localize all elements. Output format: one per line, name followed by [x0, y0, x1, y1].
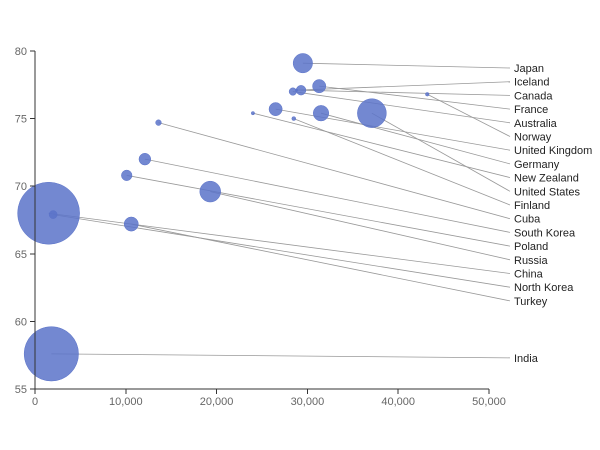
bubble-cuba	[155, 119, 162, 126]
country-labels: JapanIcelandCanadaFranceAustraliaNorwayU…	[514, 63, 592, 365]
label-cuba: Cuba	[514, 214, 541, 226]
bubble-russia	[199, 180, 221, 203]
label-new-zealand: New Zealand	[514, 173, 579, 185]
leader-norway	[427, 93, 511, 137]
y-tick-label: 55	[15, 384, 27, 396]
y-tick-label: 75	[15, 114, 27, 126]
bubble-australia	[288, 87, 297, 96]
y-axis-ticks: 55 60 65 70 75 80	[15, 46, 35, 396]
y-tick-label: 70	[15, 181, 27, 193]
bubble-turkey	[123, 216, 139, 232]
x-tick-label: 20,000	[200, 396, 234, 408]
leader-france	[319, 85, 511, 110]
bubble-norway	[425, 92, 430, 97]
label-finland: Finland	[514, 200, 550, 212]
bubbles	[17, 53, 430, 382]
x-tick-label: 10,000	[109, 396, 143, 408]
label-australia: Australia	[514, 118, 558, 130]
leader-iceland	[296, 81, 511, 91]
leader-germany	[320, 112, 511, 165]
x-tick-label: 0	[32, 396, 38, 408]
label-canada: Canada	[514, 90, 553, 102]
label-russia: Russia	[514, 255, 549, 267]
label-iceland: Iceland	[514, 77, 549, 89]
leader-united-states	[371, 112, 511, 192]
bubble-north-korea	[48, 210, 58, 219]
bubble-poland	[121, 169, 133, 181]
leader-lines	[48, 62, 511, 359]
bubble-new-zealand	[250, 111, 255, 116]
x-axis-ticks: 0 10,000 20,000 30,000 40,000 50,000	[32, 389, 506, 408]
leader-russia	[210, 191, 511, 261]
bubble-germany	[312, 105, 330, 122]
label-poland: Poland	[514, 241, 548, 253]
leader-turkey	[131, 223, 511, 302]
bubble-united-states	[357, 98, 387, 128]
label-france: France	[514, 104, 548, 116]
bubble-france	[312, 79, 327, 94]
y-tick-label: 60	[15, 316, 27, 328]
label-north-korea: North Korea	[514, 282, 574, 294]
bubble-united-kingdom	[268, 102, 283, 116]
label-south-korea: South Korea	[514, 227, 576, 239]
bubble-finland	[291, 116, 296, 121]
leader-poland	[126, 174, 511, 247]
label-china: China	[514, 269, 544, 281]
label-united-states: United States	[514, 186, 581, 198]
leader-cuba	[158, 122, 511, 220]
x-tick-label: 30,000	[291, 396, 325, 408]
leader-canada	[301, 89, 511, 96]
leader-india	[51, 353, 511, 359]
bubble-iceland	[294, 88, 299, 92]
leader-japan	[302, 62, 511, 69]
label-united-kingdom: United Kingdom	[514, 145, 592, 157]
leader-south-korea	[144, 158, 511, 233]
bubble-japan	[292, 53, 313, 74]
y-tick-label: 80	[15, 46, 27, 58]
x-tick-label: 40,000	[381, 396, 415, 408]
leader-china	[48, 212, 511, 274]
label-turkey: Turkey	[514, 296, 548, 308]
axes: 0 10,000 20,000 30,000 40,000 50,000 55 60 65 70…	[15, 46, 506, 408]
label-india: India	[514, 353, 539, 365]
leader-north-korea	[53, 214, 511, 288]
bubble-india	[23, 326, 79, 382]
bubble-china	[17, 181, 80, 245]
label-norway: Norway	[514, 132, 552, 144]
label-germany: Germany	[514, 159, 560, 171]
x-tick-label: 50,000	[472, 396, 506, 408]
label-japan: Japan	[514, 63, 544, 75]
bubble-south-korea	[138, 153, 152, 166]
leader-finland	[293, 118, 511, 206]
y-tick-label: 65	[15, 249, 27, 261]
leader-united-kingdom	[275, 108, 511, 151]
